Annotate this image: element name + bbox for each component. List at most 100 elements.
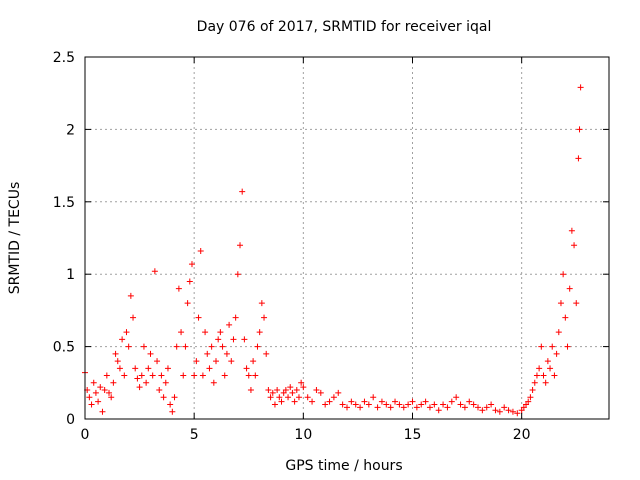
data-point [461,404,468,411]
data-point [134,375,141,382]
data-point [291,398,298,405]
data-point [250,358,257,365]
plot-area-frame [84,56,610,420]
data-point [566,285,573,292]
data-point [448,398,455,405]
data-point [400,404,407,411]
data-point [127,292,134,299]
data-point [549,343,556,350]
data-point [322,401,329,408]
data-point [426,404,433,411]
data-point [527,394,534,401]
data-point [387,404,394,411]
y-tick-label: 1.5 [53,195,75,211]
data-point [199,372,206,379]
data-point [339,401,346,408]
y-tick-label: 2 [66,122,75,138]
data-point [239,188,246,195]
data-point [557,300,564,307]
data-point [247,387,254,394]
data-point [514,410,521,417]
data-point [193,358,200,365]
data-point [326,398,333,405]
axis-ticks: 0 5 10 15 20 0 0.5 1 1.5 2 2.5 [53,50,609,443]
data-point [252,372,259,379]
data-point [234,271,241,278]
data-point [488,401,495,408]
data-point [409,398,416,405]
data-point [143,379,150,386]
y-axis-label: SRMTID / TECUs [7,182,23,295]
data-point [483,404,490,411]
data-point [136,384,143,391]
data-point [130,314,137,321]
grid [85,57,609,419]
data-point [278,398,285,405]
data-point [213,358,219,365]
data-point [562,314,569,321]
x-tick-label: 0 [81,427,90,443]
x-tick-label: 10 [294,427,312,443]
data-point [466,398,473,405]
data-point [263,350,270,357]
data-point [361,398,368,405]
data-point [267,394,274,401]
data-point [97,384,104,391]
data-point [173,343,180,350]
data-point [531,379,538,386]
data-point [110,379,117,386]
data-point [492,407,499,414]
data-point [169,408,176,415]
data-point [160,394,167,401]
data-point [265,387,272,394]
data-point [138,372,145,379]
data-point [271,401,278,408]
y-tick-label: 0.5 [53,340,75,356]
data-point [204,350,211,357]
data-point [258,300,265,307]
data-point [210,379,217,386]
data-point [261,314,268,321]
data-point [431,401,438,408]
data-point [195,314,202,321]
data-point [147,350,154,357]
data-point [573,300,580,307]
data-point [287,384,294,391]
data-point [256,329,263,336]
data-point [577,84,584,91]
x-tick-label: 20 [513,427,531,443]
data-point [357,404,364,411]
data-point [293,387,300,394]
data-point [206,365,213,372]
data-point [298,379,305,386]
data-point [348,398,355,405]
data-point [158,372,165,379]
data-point [501,404,508,411]
data-point [453,394,460,401]
data-point [95,398,102,405]
data-point [576,126,583,133]
data-point [560,271,567,278]
data-point [330,394,337,401]
data-point [440,401,447,408]
data-point [435,407,442,414]
chart-title: Day 076 of 2017, SRMTID for receiver iqa… [197,19,492,35]
data-point [182,343,189,350]
data-point [88,401,95,408]
data-point [370,394,377,401]
data-point [396,401,403,408]
data-point [154,358,161,365]
data-point [202,329,209,336]
data-point [208,343,215,350]
data-series [82,84,584,417]
data-point [241,336,248,343]
data-point [188,261,195,268]
data-point [553,350,560,357]
data-point [254,343,261,350]
data-point [475,404,481,411]
data-point [568,227,575,234]
data-point [215,336,222,343]
data-point [237,242,244,249]
data-point [525,398,532,405]
